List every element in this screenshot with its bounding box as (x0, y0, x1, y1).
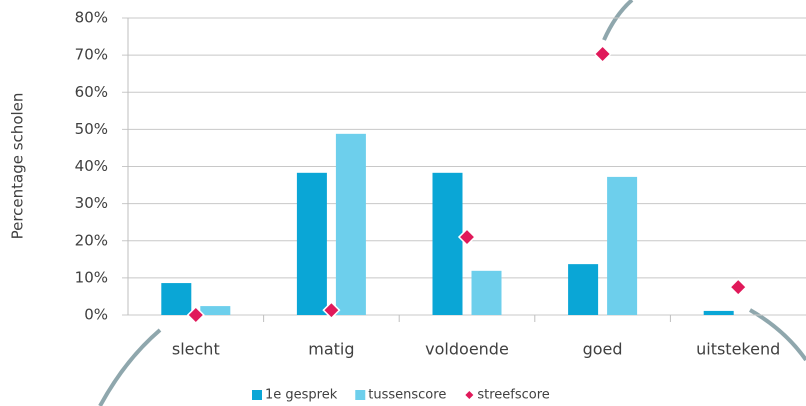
marker (729, 278, 748, 297)
legend-label: streefscore (477, 388, 549, 403)
legend-label: 1e gesprek (265, 388, 338, 403)
y-axis-label: Percentage scholen (9, 93, 27, 240)
bar (335, 133, 366, 315)
marker (186, 305, 205, 325)
y-tick-label: 80% (75, 9, 108, 27)
marker (457, 227, 477, 247)
decoration (98, 328, 162, 406)
x-tick-label: slecht (172, 340, 220, 359)
y-tick-label: 60% (75, 83, 108, 101)
y-tick-label: 0% (84, 306, 108, 324)
bar (161, 283, 192, 315)
y-tick-label: 50% (75, 120, 108, 138)
bar (200, 306, 231, 315)
y-tick-label: 70% (75, 46, 108, 64)
x-tick-label: voldoende (425, 340, 509, 359)
bar (432, 172, 463, 315)
bar (471, 270, 502, 315)
bar (568, 264, 599, 315)
y-tick-label: 30% (75, 194, 108, 212)
y-tick-label: 10% (75, 268, 108, 286)
bar (296, 172, 327, 315)
x-tick-label: uitstekend (696, 340, 780, 359)
x-tick-label: matig (308, 340, 354, 359)
decoration (602, 0, 634, 41)
y-tick-label: 20% (75, 231, 108, 249)
y-tick-label: 40% (75, 157, 108, 175)
bar (607, 176, 638, 315)
legend-swatch (465, 391, 474, 399)
x-tick-label: goed (583, 340, 623, 359)
marker (593, 44, 612, 64)
legend-label: tussenscore (368, 388, 446, 403)
legend-swatch (355, 390, 366, 400)
bar (703, 310, 734, 315)
decoration (749, 308, 806, 362)
legend-swatch (252, 390, 262, 400)
marker (322, 301, 341, 320)
